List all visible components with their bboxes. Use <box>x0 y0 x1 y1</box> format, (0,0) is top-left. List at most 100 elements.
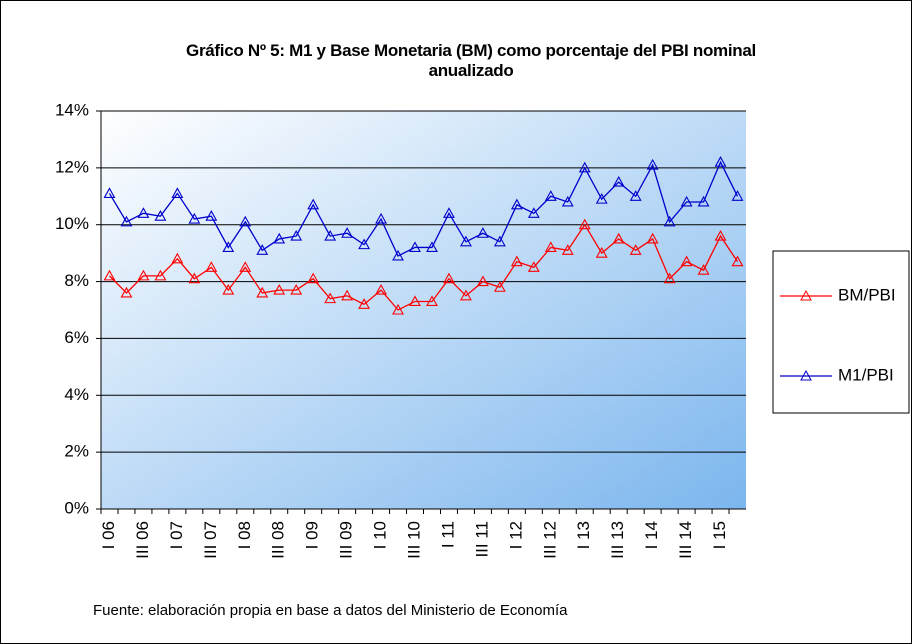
point-marker <box>663 215 676 227</box>
point-marker <box>171 252 184 264</box>
point-marker <box>239 261 252 272</box>
point-marker <box>527 261 540 272</box>
point-marker <box>697 264 710 275</box>
point-marker <box>290 283 303 295</box>
y-tick-label: 10% <box>55 214 89 233</box>
x-tick-label: I 14 <box>642 521 661 549</box>
point-marker <box>680 255 693 267</box>
point-marker <box>561 244 574 255</box>
point-marker <box>103 187 116 198</box>
x-tick-label: III 06 <box>133 521 152 559</box>
point-marker <box>273 232 286 244</box>
y-tick-label: 14% <box>55 100 89 119</box>
point-marker <box>544 190 557 201</box>
y-tick-label: 6% <box>64 328 89 347</box>
point-marker <box>222 283 235 295</box>
x-tick-label: III 12 <box>540 521 559 559</box>
point-marker <box>290 229 303 241</box>
point-marker <box>120 215 133 227</box>
point-marker <box>256 286 269 298</box>
point-marker <box>731 190 744 201</box>
point-marker <box>409 295 421 307</box>
point-marker <box>358 238 371 250</box>
point-marker <box>578 161 591 173</box>
point-marker <box>188 272 201 284</box>
point-marker <box>120 286 133 298</box>
y-tick-label: 8% <box>64 271 89 290</box>
point-marker <box>409 241 421 253</box>
point-marker <box>527 207 540 218</box>
point-marker <box>595 192 608 204</box>
x-tick-label: I 09 <box>303 521 322 549</box>
point-marker <box>714 156 727 167</box>
chart-title: Gráfico Nº 5: M1 y Base Monetaria (BM) c… <box>186 41 756 80</box>
point-marker <box>154 210 167 221</box>
point-marker <box>324 292 337 304</box>
point-marker <box>239 215 252 227</box>
legend-box <box>772 250 910 414</box>
x-tick-label: III 13 <box>608 521 627 559</box>
point-marker <box>137 207 150 218</box>
point-marker <box>392 249 404 261</box>
point-marker <box>443 207 455 218</box>
point-marker <box>222 241 235 253</box>
point-marker <box>629 244 642 255</box>
point-marker <box>459 289 472 301</box>
point-marker <box>629 190 642 201</box>
point-marker <box>137 269 150 281</box>
point-marker <box>561 195 574 207</box>
point-marker <box>171 187 184 198</box>
point-marker <box>510 198 523 210</box>
point-marker <box>493 235 506 247</box>
x-tick-label: III 09 <box>337 521 356 559</box>
point-marker <box>273 283 286 295</box>
y-tick-label: 4% <box>64 385 89 404</box>
point-marker <box>493 281 506 292</box>
point-marker <box>307 272 320 284</box>
x-tick-label: III 11 <box>472 521 491 558</box>
point-marker <box>646 158 659 170</box>
point-marker <box>256 244 269 255</box>
legend-label: M1/PBI <box>838 365 894 384</box>
x-tick-label: I 13 <box>574 521 593 549</box>
x-tick-label: I 15 <box>710 521 729 549</box>
x-tick-label: III 08 <box>269 521 288 559</box>
point-marker <box>392 303 404 315</box>
point-marker <box>307 198 320 210</box>
point-marker <box>680 195 693 207</box>
x-tick-label: III 10 <box>404 521 423 559</box>
point-marker <box>476 275 489 287</box>
point-marker <box>375 283 388 295</box>
point-marker <box>646 232 659 244</box>
x-tick-label: III 07 <box>201 521 220 559</box>
point-marker <box>663 272 676 284</box>
x-tick-label: I 10 <box>371 521 390 549</box>
point-marker <box>426 295 438 307</box>
y-tick-label: 0% <box>64 498 89 517</box>
point-marker <box>341 289 354 301</box>
point-marker <box>188 212 201 224</box>
legend-marker <box>800 369 812 381</box>
point-marker <box>375 212 388 224</box>
point-marker <box>154 269 167 281</box>
point-marker <box>578 218 591 230</box>
point-marker <box>205 210 218 221</box>
legend-label: BM/PBI <box>838 285 896 304</box>
x-tick-label: I 11 <box>438 521 457 548</box>
x-tick-label: I 06 <box>99 521 118 549</box>
point-marker <box>205 261 218 272</box>
point-marker <box>731 255 744 267</box>
point-marker <box>443 272 455 284</box>
point-marker <box>358 298 371 309</box>
x-tick-label: III 14 <box>676 521 695 559</box>
point-marker <box>426 241 438 253</box>
point-marker <box>476 227 489 238</box>
source-note: Fuente: elaboración propia en base a dat… <box>93 602 568 619</box>
x-tick-label: I 08 <box>235 521 254 549</box>
point-marker <box>595 247 608 258</box>
plot-area <box>101 111 746 509</box>
series-line <box>108 160 739 257</box>
point-marker <box>714 229 727 241</box>
